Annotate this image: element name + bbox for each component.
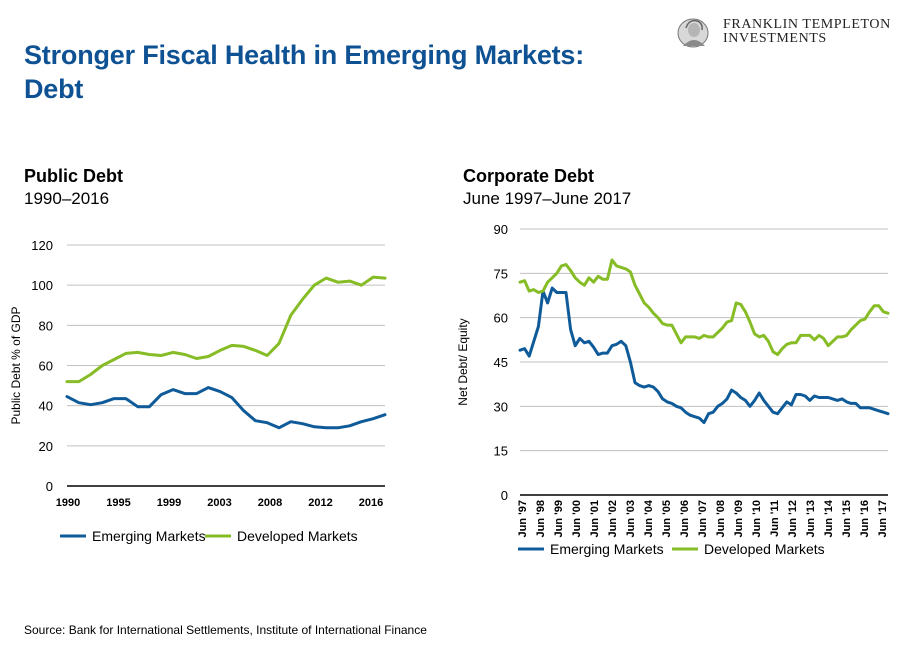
public-debt-y-tick-label: 100: [31, 278, 53, 293]
public-debt-x-tick-label: 1999: [157, 497, 181, 509]
corporate-debt-y-axis-title: Net Debt/ Equity: [456, 318, 470, 405]
corporate-debt-x-tick-label: Jun '02: [607, 500, 619, 537]
corporate-debt-y-tick-label: 45: [494, 355, 508, 370]
public-debt-x-tick-label: 2003: [207, 497, 231, 509]
corporate-debt-legend-label-emerging-markets: Emerging Markets: [550, 541, 664, 557]
public-debt-x-tick-label: 2008: [258, 497, 282, 509]
corporate-debt-line-developed-markets: [518, 258, 890, 357]
corporate-debt-y-tick-label: 75: [494, 266, 508, 281]
corporate-debt-y-tick-label: 0: [501, 488, 508, 503]
page-title: Stronger Fiscal Health in Emerging Marke…: [24, 38, 684, 106]
corporate-debt-x-tick-label: Jun '98: [535, 500, 547, 537]
corporate-debt-x-tick-label: Jun '01: [589, 500, 601, 537]
public-debt-legend-label-developed-markets: Developed Markets: [237, 528, 358, 544]
public-debt-y-tick-label: 40: [39, 399, 53, 414]
corporate-debt-title: Corporate Debt: [463, 166, 595, 186]
corporate-debt-x-tick-label: Jun '07: [697, 500, 709, 537]
corporate-debt-x-tick-label: Jun '09: [733, 500, 745, 537]
public-debt-line-developed-markets: [65, 275, 387, 384]
corporate-debt-y-tick-label: 30: [494, 399, 508, 414]
corporate-debt-x-tick-label: Jun '13: [805, 500, 817, 537]
public-debt-y-axis-title: Public Debt % of GDP: [9, 306, 23, 424]
public-debt-y-tick-label: 60: [39, 359, 53, 374]
public-debt-title: Public Debt: [24, 166, 124, 186]
corporate-debt-legend-label-developed-markets: Developed Markets: [704, 541, 825, 557]
corporate-debt-x-tick-label: Jun '10: [751, 500, 763, 537]
public-debt-x-tick-label: 2016: [359, 497, 383, 509]
corporate-debt-line-emerging-markets: [518, 286, 890, 425]
public-debt-y-tick-label: 0: [46, 479, 53, 494]
public-debt-y-tick-label: 80: [39, 318, 53, 333]
public-debt-y-tick-label: 20: [39, 439, 53, 454]
corporate-debt-x-tick-label: Jun '97: [517, 500, 529, 537]
corporate-debt-x-tick-label: Jun '16: [859, 500, 871, 537]
public-debt-line-emerging-markets: [65, 386, 387, 430]
corporate-debt-x-tick-label: Jun '06: [679, 500, 691, 537]
corporate-debt-x-tick-label: Jun '12: [787, 500, 799, 537]
corporate-debt-x-tick-label: Jun '05: [661, 500, 673, 537]
logo-line2: INVESTMENTS: [723, 31, 827, 46]
public-debt-x-tick-label: 1995: [106, 497, 130, 509]
franklin-templeton-logo: FRANKLIN TEMPLETON INVESTMENTS: [675, 16, 891, 48]
corporate-debt-subtitle: June 1997–June 2017: [463, 189, 632, 208]
benjamin-franklin-portrait-icon: [677, 18, 709, 48]
corporate-debt-x-tick-label: Jun '04: [643, 499, 655, 537]
corporate-debt-x-tick-label: Jun '11: [769, 500, 781, 537]
corporate-debt-x-tick-label: Jun '15: [841, 500, 853, 537]
page-title-line2: Debt: [24, 74, 84, 104]
public-debt-y-tick-label: 120: [31, 238, 53, 253]
corporate-debt-x-tick-label: Jun '14: [823, 499, 835, 537]
corporate-debt-x-tick-label: Jun '17: [877, 500, 889, 537]
corporate-debt-x-tick-label: Jun '08: [715, 500, 727, 537]
public-debt-subtitle: 1990–2016: [24, 189, 110, 208]
public-debt-x-tick-label: 1990: [56, 497, 80, 509]
public-debt-legend-label-emerging-markets: Emerging Markets: [92, 528, 206, 544]
corporate-debt-x-tick-label: Jun '03: [625, 500, 637, 537]
source-note: Source: Bank for International Settlemen…: [24, 623, 427, 637]
corporate-debt-y-tick-label: 90: [494, 222, 508, 237]
corporate-debt-y-tick-label: 15: [494, 444, 508, 459]
public-debt-x-tick-label: 2012: [308, 497, 332, 509]
corporate-debt-x-tick-label: Jun '99: [553, 500, 565, 537]
page-title-line1: Stronger Fiscal Health in Emerging Marke…: [24, 40, 585, 70]
corporate-debt-y-tick-label: 60: [494, 311, 508, 326]
logo-line1: FRANKLIN TEMPLETON: [723, 17, 891, 32]
corporate-debt-x-tick-label: Jun '00: [571, 500, 583, 537]
